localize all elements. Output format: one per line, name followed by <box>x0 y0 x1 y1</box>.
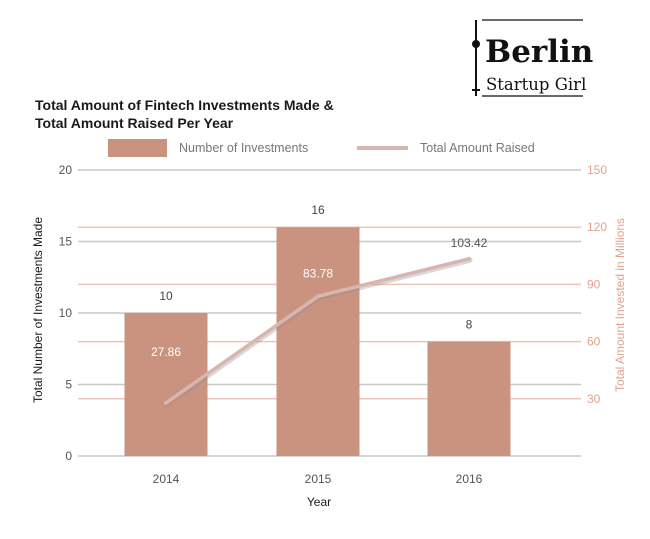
line-point-2015 <box>316 294 320 299</box>
line-label-2016: 103.42 <box>451 236 488 250</box>
x-tick-label-2014: 2014 <box>153 472 180 486</box>
chart-title-line-1: Total Amount of Fintech Investments Made… <box>35 97 334 113</box>
bar-2016 <box>427 341 511 456</box>
y2-tick-label: 150 <box>587 163 607 177</box>
y-tick-label: 10 <box>59 306 73 320</box>
line-point-2014 <box>164 400 168 405</box>
line-label-2015: 83.78 <box>303 266 333 280</box>
y2-axis-title: Total Amount Invested in Millions <box>613 218 627 392</box>
bar-2015 <box>276 227 360 456</box>
y-tick-label: 0 <box>65 449 72 463</box>
x-tick-label-2015: 2015 <box>305 472 332 486</box>
line-point-2016 <box>467 256 471 261</box>
y2-tick-label: 120 <box>587 220 607 234</box>
y2-tick-label: 90 <box>587 277 601 291</box>
x-tick-label-2016: 2016 <box>456 472 483 486</box>
bar-label-2016: 8 <box>466 318 473 332</box>
y-tick-label: 20 <box>59 163 73 177</box>
y-tick-label: 15 <box>59 235 73 249</box>
x-axis-title: Year <box>307 495 331 509</box>
legend-swatch-bars <box>108 139 167 157</box>
logo-line2: Startup Girl <box>486 75 586 94</box>
line-label-2014: 27.86 <box>151 345 181 359</box>
legend-label-line: Total Amount Raised <box>420 141 535 155</box>
y2-tick-label: 30 <box>587 392 601 406</box>
logo-line1: Berlin <box>485 34 593 70</box>
legend: Number of Investments Total Amount Raise… <box>108 139 535 157</box>
tv-tower-icon <box>472 20 480 96</box>
logo: Berlin Startup Girl <box>472 19 593 97</box>
y-tick-label: 5 <box>65 378 72 392</box>
bar-label-2015: 16 <box>311 203 325 217</box>
legend-label-bars: Number of Investments <box>179 141 308 155</box>
chart-title-line-2: Total Amount Raised Per Year <box>35 115 234 131</box>
y-axis-title: Total Number of Investments Made <box>31 217 45 403</box>
bar-label-2014: 10 <box>159 289 173 303</box>
y2-tick-label: 60 <box>587 335 601 349</box>
